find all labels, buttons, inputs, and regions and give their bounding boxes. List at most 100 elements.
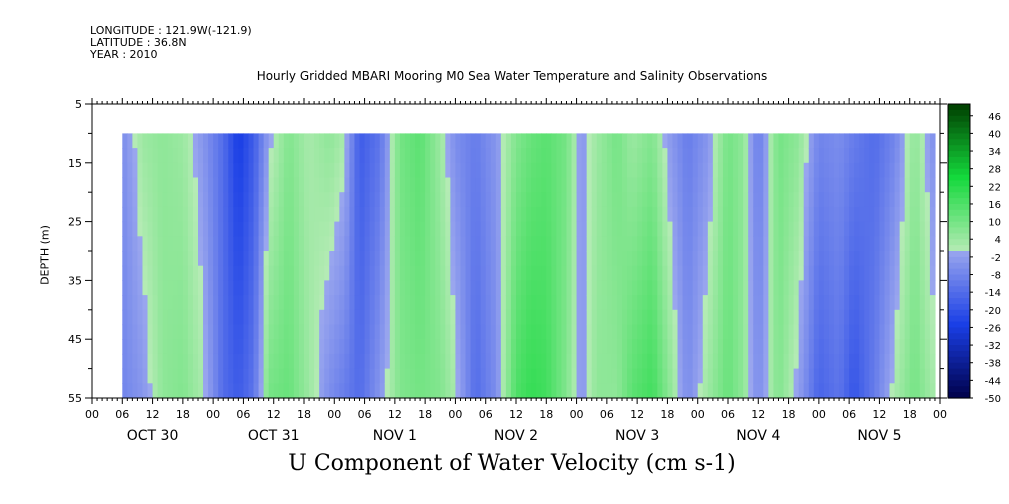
x-tick-label: 00 (570, 408, 584, 421)
heatmap-cell (167, 265, 174, 281)
heatmap-cell (369, 162, 376, 179)
heatmap-cell (738, 148, 744, 164)
heatmap-cell (415, 339, 421, 355)
heatmap-cell (864, 265, 870, 281)
heatmap-cell (404, 192, 411, 208)
heatmap-cell (748, 221, 754, 237)
heatmap-cell (672, 295, 679, 311)
heatmap-cell (813, 221, 820, 237)
heatmap-cell (869, 133, 875, 149)
heatmap-cell (430, 295, 436, 311)
heatmap-cell (430, 251, 436, 267)
heatmap-cell (788, 162, 795, 179)
heatmap-cell (904, 324, 911, 340)
heatmap-cell (314, 353, 320, 370)
heatmap-cell (748, 236, 754, 252)
heatmap-cell (849, 295, 855, 311)
heatmap-cell (571, 353, 578, 370)
heatmap-cell (324, 236, 330, 252)
heatmap-cell (304, 148, 310, 164)
heatmap-cell (490, 309, 497, 326)
heatmap-cell (354, 251, 361, 267)
heatmap-cell (793, 309, 800, 326)
heatmap-cell (208, 177, 214, 193)
heatmap-cell (510, 162, 517, 179)
heatmap-cell (258, 280, 265, 296)
heatmap-cell (571, 368, 578, 384)
heatmap-cell (263, 295, 270, 311)
heatmap-cell (839, 383, 845, 399)
heatmap-cell (510, 339, 517, 355)
heatmap-cell (187, 251, 194, 267)
heatmap-cell (505, 221, 512, 237)
heatmap-cell (304, 206, 310, 223)
heatmap-cell (500, 383, 507, 399)
heatmap-cell (576, 339, 583, 355)
heatmap-cell (798, 206, 805, 223)
heatmap-cell (394, 251, 401, 267)
heatmap-cell (929, 148, 936, 164)
heatmap-cell (616, 148, 623, 164)
heatmap-cell (803, 309, 810, 326)
heatmap-cell (263, 324, 270, 340)
heatmap-cell (192, 148, 199, 164)
heatmap-cell (420, 324, 426, 340)
heatmap-cell (591, 162, 598, 179)
heatmap-cell (667, 162, 674, 179)
colorbar-swatch (948, 256, 970, 264)
heatmap-cell (142, 133, 149, 149)
heatmap-cell (722, 162, 729, 179)
heatmap-cell (561, 206, 568, 223)
heatmap-cell (531, 221, 537, 237)
heatmap-cell (919, 162, 926, 179)
heatmap-cell (364, 265, 371, 281)
heatmap-cell (334, 295, 340, 311)
x-tick-label: 18 (539, 408, 553, 421)
heatmap-cell (127, 133, 133, 149)
heatmap-cell (758, 221, 764, 237)
heatmap-cell (521, 206, 527, 223)
heatmap-cell (470, 295, 477, 311)
heatmap-cell (470, 309, 477, 326)
heatmap-cell (344, 368, 351, 384)
heatmap-cell (238, 339, 245, 355)
heatmap-cell (778, 148, 785, 164)
heatmap-cell (541, 177, 547, 193)
heatmap-cell (263, 353, 270, 370)
heatmap-cell (647, 309, 653, 326)
heatmap-cell (339, 383, 345, 399)
heatmap-cell (379, 309, 386, 326)
heatmap-cell (137, 353, 144, 370)
heatmap-cell (198, 206, 204, 223)
heatmap-cell (314, 383, 320, 399)
heatmap-cell (329, 339, 335, 355)
heatmap-cell (182, 383, 189, 399)
heatmap-cell (440, 133, 446, 149)
heatmap-cell (894, 339, 901, 355)
heatmap-cell (834, 339, 840, 355)
heatmap-cell (399, 383, 406, 399)
heatmap-cell (586, 206, 593, 223)
heatmap-cell (869, 295, 875, 311)
heatmap-cell (238, 265, 245, 281)
heatmap-cell (889, 265, 896, 281)
heatmap-cell (778, 368, 785, 384)
heatmap-cell (435, 383, 441, 399)
heatmap-cell (198, 324, 204, 340)
heatmap-cell (430, 324, 436, 340)
heatmap-cell (849, 206, 855, 223)
heatmap-cell (606, 295, 613, 311)
heatmap-cell (167, 221, 174, 237)
heatmap-cell (455, 309, 462, 326)
heatmap-cell (203, 383, 209, 399)
heatmap-cell (248, 162, 255, 179)
heatmap-cell (243, 192, 250, 208)
heatmap-cell (137, 368, 144, 384)
heatmap-cell (702, 177, 709, 193)
heatmap-cell (763, 236, 769, 252)
heatmap-cell (460, 177, 467, 193)
heatmap-cell (919, 368, 926, 384)
heatmap-cell (859, 221, 865, 237)
heatmap-cell (177, 221, 184, 237)
heatmap-cell (894, 309, 901, 326)
